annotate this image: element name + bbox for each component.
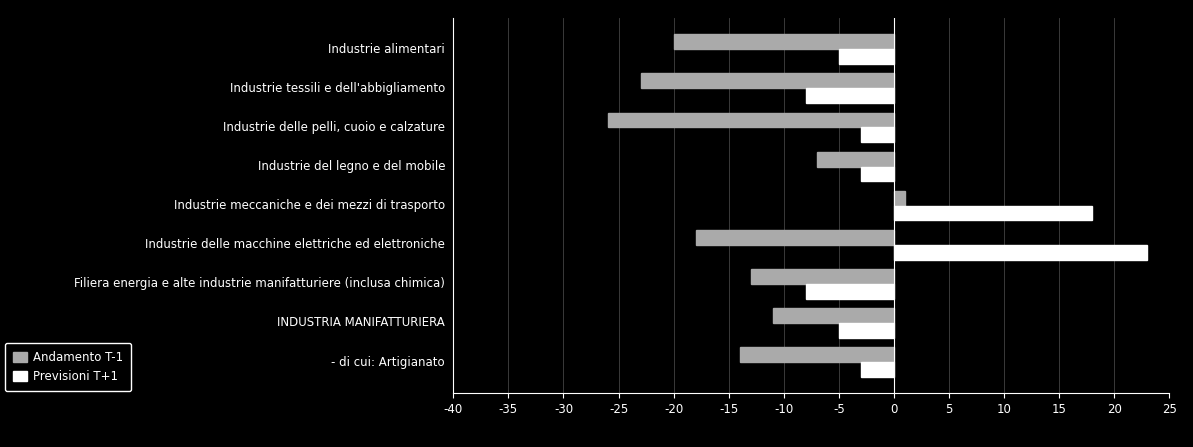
Bar [696, 230, 894, 245]
Bar [894, 206, 1092, 220]
Legend: Andamento T-1, Previsioni T+1: Andamento T-1, Previsioni T+1 [5, 343, 131, 391]
Text: Industrie delle macchine elettriche ed elettroniche: Industrie delle macchine elettriche ed e… [146, 238, 445, 251]
Bar [740, 347, 894, 362]
Bar [861, 167, 894, 181]
Text: Industrie del legno e del mobile: Industrie del legno e del mobile [258, 160, 445, 173]
Bar [805, 284, 894, 299]
Bar [839, 49, 894, 64]
Bar [674, 34, 894, 49]
Bar [641, 73, 894, 89]
Bar [805, 89, 894, 103]
Bar [861, 362, 894, 377]
Text: Filiera energia e alte industrie manifatturiere (inclusa chimica): Filiera energia e alte industrie manifat… [74, 277, 445, 291]
Text: Industrie delle pelli, cuoio e calzature: Industrie delle pelli, cuoio e calzature [223, 121, 445, 134]
Bar [750, 269, 894, 284]
Bar [861, 127, 894, 142]
Text: INDUSTRIA MANIFATTURIERA: INDUSTRIA MANIFATTURIERA [277, 316, 445, 329]
Bar [773, 308, 894, 323]
Text: - di cui: Artigianato: - di cui: Artigianato [332, 355, 445, 369]
Text: Industrie meccaniche e dei mezzi di trasporto: Industrie meccaniche e dei mezzi di tras… [174, 199, 445, 212]
Bar [839, 323, 894, 338]
Bar [817, 152, 894, 167]
Text: Industrie tessili e dell'abbigliamento: Industrie tessili e dell'abbigliamento [230, 82, 445, 95]
Bar [894, 191, 904, 206]
Bar [607, 113, 894, 127]
Bar [894, 245, 1148, 260]
Text: Industrie alimentari: Industrie alimentari [328, 42, 445, 56]
